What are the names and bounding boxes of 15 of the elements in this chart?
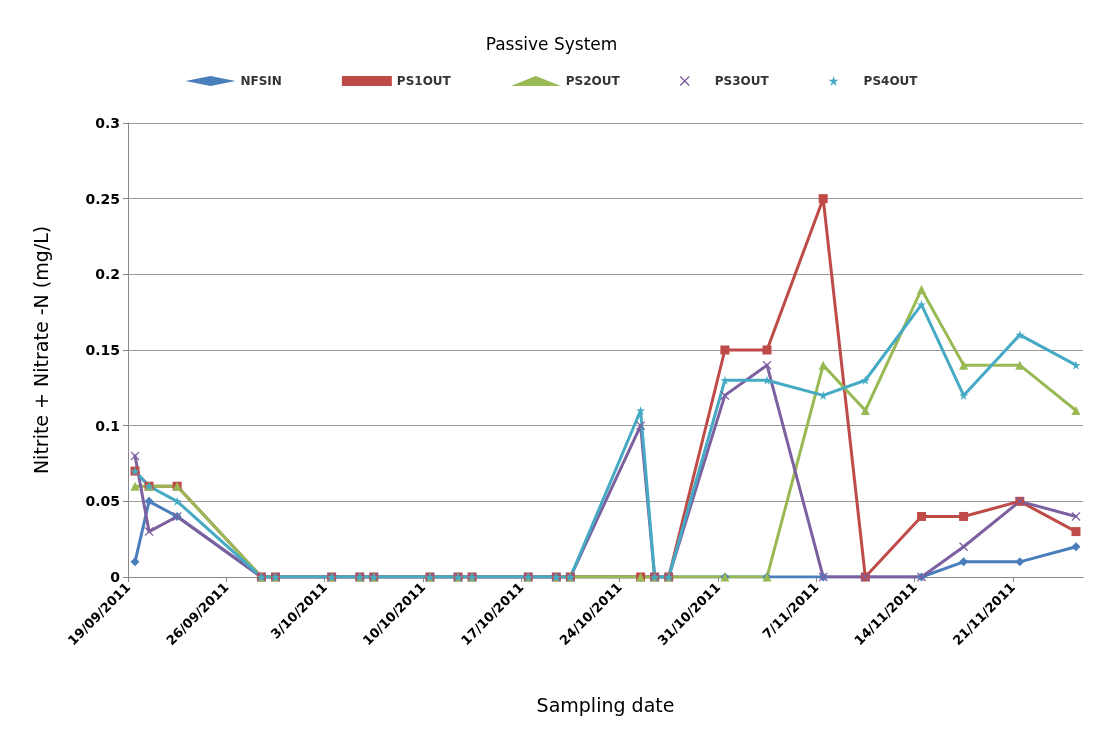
y-axis-title: Nitrite + Nitrate -N (mg/L) [29,225,52,475]
legend-label: PS3OUT [714,74,770,88]
y-tick-label: 0.3 [95,115,120,131]
legend-label: PS4OUT [863,74,919,88]
legend-label: NFSIN [240,74,282,88]
y-tick-label: 0.25 [85,190,120,207]
y-tick-label: 0.2 [95,266,120,283]
y-tick-label: 0.1 [95,417,120,434]
legend-label: PS2OUT [565,74,621,88]
legend-label: PS1OUT [396,74,452,88]
y-tick-label: 0.05 [85,493,120,510]
x-axis-title: Sampling date [536,693,675,716]
y-tick-label: 0.15 [85,342,120,358]
y-tick-label: 0 [110,569,121,585]
chart-title: Passive System [485,33,618,54]
